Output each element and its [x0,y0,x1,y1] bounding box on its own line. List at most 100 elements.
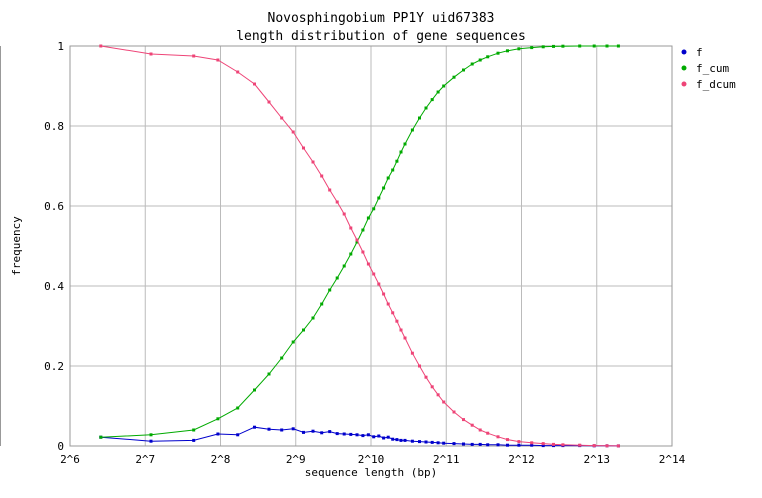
data-point [280,428,284,432]
data-point [386,435,390,439]
data-point [361,250,365,254]
data-point [391,311,395,315]
data-point [462,418,465,422]
data-point [366,216,370,220]
data-point [442,84,446,88]
data-point [99,44,103,48]
data-point [452,75,456,79]
data-point [291,340,295,344]
data-point [253,425,256,429]
data-point [517,47,521,51]
data-point [311,160,315,164]
legend: f f_cum f_dcum [681,46,736,91]
data-point [335,276,339,280]
data-point [452,410,456,414]
data-point [382,186,386,190]
data-point [349,432,353,436]
data-point [302,328,305,332]
data-point [552,442,555,446]
data-point [424,106,428,110]
series-line [100,45,619,447]
data-point [366,433,370,437]
data-point [486,55,490,59]
data-point [216,417,220,421]
data-point [403,336,407,340]
data-point [403,142,407,146]
data-point [349,226,353,230]
data-point [236,433,240,437]
data-point [418,116,421,120]
data-point [541,45,545,49]
data-point [335,432,339,436]
data-point [372,272,376,276]
y-tick-label: 0.8 [44,120,64,133]
data-point [192,438,196,442]
x-axis-label: sequence length (bp) [305,466,437,479]
data-point [605,44,609,48]
data-point [216,432,220,436]
data-point [361,434,365,438]
data-point [391,168,395,172]
data-point [328,188,332,192]
data-point [478,58,482,62]
x-tick-label: 2^7 [135,453,155,466]
data-point [291,427,295,431]
data-point [470,62,474,66]
data-point [517,440,521,444]
data-point [311,316,315,320]
data-point [320,174,324,178]
data-point [616,44,620,48]
tick-labels: 2^6 2^7 2^8 2^9 2^10 2^11 2^12 2^13 2^14 0 0.2 0.4 0… [44,40,685,466]
data-point [530,441,534,445]
data-point [236,406,240,410]
data-point [403,438,407,442]
data-point [267,427,271,431]
series-f-cum [99,44,620,439]
data-point [486,443,490,447]
y-axis-label: frequency [10,216,23,276]
data-point [530,46,534,50]
data-point [355,238,359,242]
data-point [192,428,196,432]
x-tick-label: 2^12 [508,453,535,466]
data-point [442,400,446,404]
data-point [578,443,582,447]
data-point [311,429,315,433]
y-tick-label: 0.2 [44,360,64,373]
x-tick-label: 2^8 [211,453,231,466]
x-tick-label: 2^9 [286,453,306,466]
data-point [541,444,545,448]
data-point [506,443,509,447]
data-point [470,423,474,427]
data-point [355,433,359,437]
data-point [366,262,370,266]
x-tick-label: 2^14 [659,453,686,466]
data-point [410,439,414,443]
data-point [342,212,346,216]
data-point [386,176,390,180]
data-point [382,436,386,440]
data-point [541,442,545,446]
data-point [280,356,284,360]
data-point [592,44,596,48]
data-point [430,385,434,389]
plot-frame [69,45,673,447]
data-point [530,443,534,447]
data-point [267,372,271,376]
data-point [267,100,271,104]
chart-subtitle: length distribution of gene sequences [236,29,526,44]
data-point [496,51,500,55]
data-point [377,434,381,438]
legend-label: f_cum [696,62,729,75]
data-point [361,228,365,232]
data-point [391,437,395,441]
data-point [377,196,381,200]
data-point [478,442,482,446]
data-point [462,442,465,446]
x-tick-label: 2^6 [60,453,80,466]
data-point [328,288,332,292]
data-point [578,44,582,48]
y-tick-label: 0.4 [44,280,64,293]
series-layer [99,44,620,448]
